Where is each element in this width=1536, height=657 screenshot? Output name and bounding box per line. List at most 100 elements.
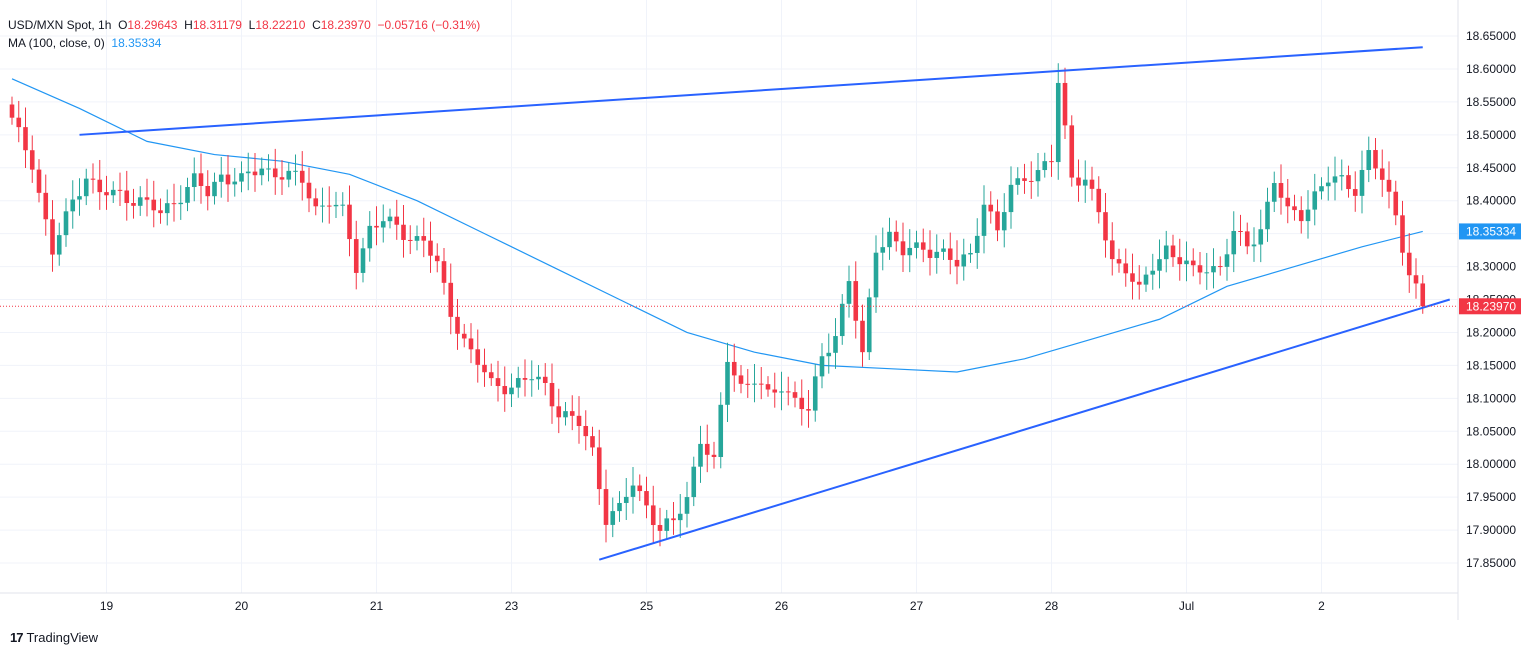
candle-body [684,497,690,514]
candle-body [515,378,521,388]
time-tick-label: 20 [235,599,249,613]
candle-body [29,150,35,170]
candle-body [299,170,305,183]
candle-body [927,249,933,258]
candle-body [239,173,244,182]
candle-body [137,197,143,206]
price-tick-label: 18.60000 [1466,62,1516,76]
candle-body [1217,266,1223,268]
candle-body [131,203,136,206]
candle-body [1352,189,1358,196]
low-value: 18.22210 [255,18,306,32]
candle-body [320,205,325,207]
candle-body [914,242,919,248]
candle-body [576,415,582,427]
price-tick-label: 18.20000 [1466,325,1516,339]
candle-body [1190,260,1196,266]
price-axis[interactable]: 18.65000 18.60000 18.55000 18.50000 18.45000… [1466,29,1516,570]
candle-body [326,205,332,207]
candle-body [1042,161,1048,171]
candle-body [1089,179,1095,189]
candle-body [1001,212,1007,231]
candle-body [1244,231,1250,247]
candle-body [907,247,913,256]
price-tick-label: 18.65000 [1466,29,1516,43]
ma-label: MA (100, close, 0) [8,36,105,50]
candle-body [482,364,487,373]
candle-body [1413,275,1419,284]
candle-body [1204,272,1210,274]
last-price-badge-label: 18.23970 [1466,299,1516,313]
candle-body [1278,183,1284,198]
candle-body [387,216,393,222]
candle-body [677,513,683,521]
close-value: 18.23970 [320,18,371,32]
candle-body [90,178,96,180]
candle-body [893,231,899,242]
candle-body [495,378,501,387]
candle-body [407,239,413,241]
trendline-lower[interactable] [598,298,1451,561]
legend: USD/MXN Spot, 1h O18.29643 H18.31179 L18… [8,16,480,52]
price-tick-label: 18.40000 [1466,194,1516,208]
candle-body [1258,229,1264,245]
candle-body [1130,273,1135,282]
time-tick-label: 21 [370,599,384,613]
ma-price-badge [1459,223,1521,240]
ma-value: 18.35334 [111,36,162,50]
time-tick-label: 2 [1318,599,1325,613]
candle-body [1211,266,1216,273]
candle-body [1285,197,1291,207]
tradingview-brand[interactable]: 17 TradingView [10,630,98,645]
candle-body [144,197,150,200]
candle-body [353,239,359,273]
candle-body [232,181,238,185]
candle-body [637,485,643,492]
candle-body [461,333,467,339]
time-tick-label: Jul [1179,599,1194,613]
candle-body [941,248,946,252]
low-label: L [248,18,256,32]
candle-body [556,406,562,418]
candle-body [225,174,231,185]
candle-body [792,392,798,398]
candle-body [1346,175,1351,190]
candle-body [43,192,49,220]
candle-body [1096,188,1102,213]
candle-body [1103,212,1108,241]
candle-body [738,375,744,384]
candle-body [1015,178,1021,185]
candle-body [583,426,589,437]
candle-body [1163,245,1169,260]
candle-body [772,389,778,393]
candle-body [1008,184,1014,213]
time-tick-label: 28 [1045,599,1059,613]
candle-body [988,204,994,212]
candle-body [947,248,953,260]
time-axis[interactable]: 19 20 21 23 25 26 27 28 Jul 2 [100,599,1325,613]
candle-body [468,338,474,350]
candle-body [56,235,62,255]
trendline-upper[interactable] [79,46,1423,136]
candle-body [1312,191,1318,210]
candle-body [279,177,285,180]
candle-body [866,297,872,353]
candle-body [1069,125,1075,178]
last-price-badge [1459,298,1521,315]
candle-body [1136,281,1142,285]
candle-body [1332,176,1338,183]
candle-body [839,303,845,337]
candle-body [779,391,784,393]
candle-body [920,242,926,250]
candle-body [617,502,622,512]
price-tick-label: 17.95000 [1466,490,1516,504]
ma-row: MA (100, close, 0) 18.35334 [8,34,480,52]
candle-body [718,404,724,458]
candle-body [1379,168,1385,180]
time-tick-label: 27 [910,599,924,613]
trendlines[interactable] [79,46,1451,561]
candle-body [1292,206,1297,211]
candle-body [198,173,204,186]
price-tick-label: 18.10000 [1466,391,1516,405]
